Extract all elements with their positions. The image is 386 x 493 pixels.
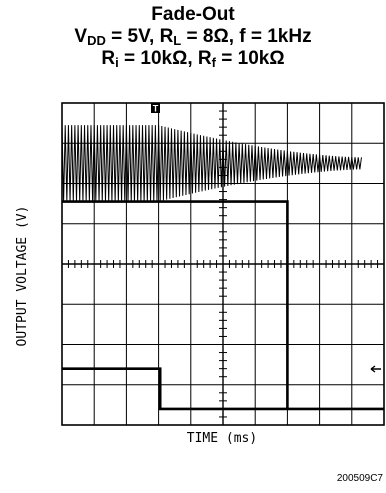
vdd-subscript: DD <box>87 33 106 48</box>
plot-traces <box>61 125 384 411</box>
upper-step-trace <box>62 200 289 409</box>
ri-value: = 10kΩ, <box>118 48 198 69</box>
rf-symbol: R <box>197 48 212 69</box>
output-voltage-trace <box>61 125 362 202</box>
rl-symbol: R <box>159 26 174 47</box>
y-axis-label: OUTPUT VOLTAGE (V) <box>15 206 30 347</box>
vdd-value: = 5V, <box>105 26 160 47</box>
control-step-trace <box>62 367 384 411</box>
trigger-marker-label: T <box>153 104 159 114</box>
trigger-marker-box <box>151 103 160 113</box>
chart-subtitle-line-1: VDD = 5V, RL = 8Ω, f = 1kHz <box>0 26 386 48</box>
chart-title: Fade-Out <box>151 4 235 25</box>
plot-markers: T <box>151 103 381 373</box>
rf-value: = 10kΩ <box>216 48 285 69</box>
ri-subscript: i <box>115 55 119 70</box>
x-axis-label: TIME (ms) <box>187 431 257 446</box>
rf-subscript: f <box>211 55 216 70</box>
rl-subscript: L <box>173 33 182 48</box>
rl-value: = 8Ω, f = 1kHz <box>181 26 312 47</box>
chart-subtitle-line-2: Ri = 10kΩ, Rf = 10kΩ <box>0 48 386 70</box>
ground-arrow-icon <box>370 365 381 373</box>
vdd-symbol: V <box>74 26 88 47</box>
ri-symbol: R <box>101 48 116 69</box>
chart-title-block: Fade-Out VDD = 5V, RL = 8Ω, f = 1kHz Ri … <box>0 4 386 70</box>
figure-id: 200509C7 <box>337 473 384 484</box>
